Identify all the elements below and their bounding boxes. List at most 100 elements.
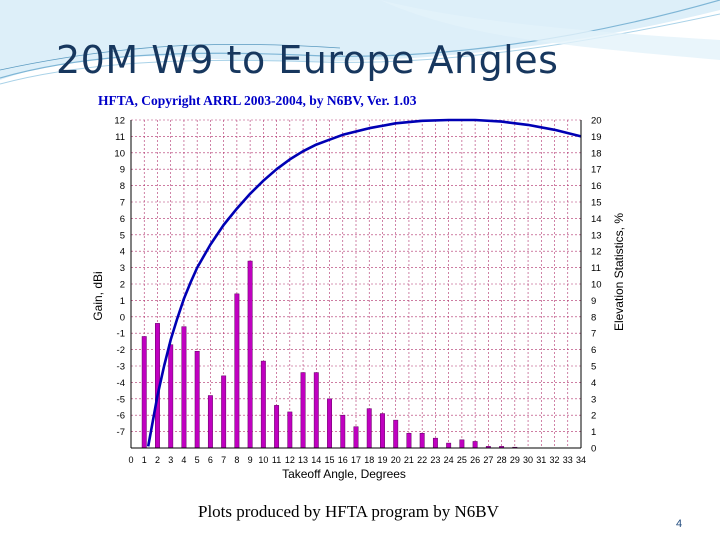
x-tick-label: 4	[181, 455, 186, 465]
y2-tick-label: 17	[591, 165, 602, 176]
y-tick-label: 7	[120, 198, 125, 209]
y-tick-label: -1	[117, 329, 125, 340]
elevation-bar	[380, 413, 385, 449]
x-tick-label: 22	[417, 455, 427, 465]
y-tick-label: -6	[117, 411, 125, 422]
elevation-bar	[313, 372, 319, 449]
y-tick-label: 8	[120, 181, 125, 192]
x-tick-label: 33	[563, 455, 573, 465]
x-tick-label: 1	[142, 455, 147, 465]
x-tick-label: 29	[510, 455, 520, 465]
elevation-bar	[234, 293, 240, 449]
x-tick-label: 27	[483, 455, 493, 465]
elevation-gain-chart: HFTA, Copyright ARRL 2003-2004, by N6BV,…	[91, 93, 626, 481]
x-tick-label: 21	[404, 455, 414, 465]
x-tick-label: 19	[377, 455, 387, 465]
x-tick-label: 2	[155, 455, 160, 465]
slide-title: 20M W9 to Europe Angles	[56, 38, 559, 82]
x-tick-label: 16	[338, 455, 348, 465]
y2-tick-label: 18	[591, 148, 602, 159]
y2-tick-label: 11	[591, 263, 601, 274]
y2-tick-label: 9	[591, 296, 596, 307]
x-tick-label: 11	[272, 455, 281, 465]
y-tick-label: 3	[120, 263, 125, 274]
elevation-bar	[274, 405, 280, 449]
y-axis-label: Gain, dBi	[91, 271, 105, 320]
y-tick-label: 10	[114, 148, 125, 159]
x-tick-label: 12	[285, 455, 295, 465]
chart-title: HFTA, Copyright ARRL 2003-2004, by N6BV,…	[98, 93, 417, 108]
x-tick-label: 9	[248, 455, 253, 465]
y2-tick-label: 15	[591, 198, 602, 209]
elevation-bar	[181, 326, 187, 449]
elevation-bar	[432, 437, 438, 449]
y2-tick-label: 4	[591, 378, 596, 389]
elevation-bar	[327, 398, 332, 449]
x-tick-label: 15	[325, 455, 335, 465]
elevation-bar	[168, 344, 174, 449]
gain-curve-line	[146, 118, 582, 447]
elevation-bar	[446, 442, 452, 449]
elevation-bar	[300, 372, 306, 449]
x-tick-label: 10	[258, 455, 268, 465]
y2-tick-label: 3	[591, 394, 596, 405]
y-tick-label: 12	[114, 116, 125, 127]
page-number: 4	[676, 518, 683, 530]
y2-tick-label: 2	[591, 411, 596, 422]
x-tick-label: 17	[351, 455, 361, 465]
x-tick-label: 25	[457, 455, 467, 465]
y2-tick-label: 13	[591, 230, 602, 241]
y-tick-label: -2	[117, 345, 125, 356]
y2-tick-label: 19	[591, 132, 602, 143]
y-tick-label: -5	[117, 394, 125, 405]
y-tick-label: 6	[120, 214, 125, 225]
elevation-bar	[419, 432, 425, 449]
x-tick-label: 18	[364, 455, 374, 465]
x-tick-label: 14	[311, 455, 321, 465]
x-axis-label: Takeoff Angle, Degrees	[282, 467, 406, 481]
elevation-bar	[340, 414, 346, 449]
y-tick-label: 9	[120, 165, 125, 176]
y2-tick-label: 7	[591, 329, 596, 340]
elevation-bar	[472, 441, 478, 449]
elevation-bar	[393, 419, 399, 449]
x-tick-label: 7	[221, 455, 226, 465]
x-tick-label: 6	[208, 455, 213, 465]
slide-caption: Plots produced by HFTA program by N6BV	[198, 502, 499, 521]
elevation-bar	[194, 350, 200, 449]
x-tick-label: 30	[523, 455, 533, 465]
elevation-bar	[353, 426, 359, 449]
x-tick-label: 24	[444, 455, 454, 465]
y-tick-label: 11	[115, 132, 125, 143]
y2-tick-label: 20	[591, 116, 602, 127]
y2-axis-label: Elevation Statistics, %	[612, 213, 626, 331]
x-tick-label: 5	[195, 455, 200, 465]
x-tick-label: 20	[391, 455, 401, 465]
elevation-bar	[406, 432, 412, 449]
y-tick-label: 4	[120, 247, 125, 258]
y-tick-label: -7	[117, 427, 125, 438]
y-tick-label: -4	[117, 378, 125, 389]
y-tick-label: 0	[120, 312, 125, 323]
x-tick-label: 3	[168, 455, 173, 465]
elevation-bar	[141, 336, 147, 449]
elevation-bar	[366, 408, 372, 449]
x-tick-label: 28	[497, 455, 507, 465]
y2-tick-label: 1	[591, 427, 596, 438]
x-tick-label: 32	[550, 455, 560, 465]
y2-tick-label: 8	[591, 312, 596, 323]
y2-tick-label: 14	[591, 214, 602, 225]
elevation-bar	[221, 375, 227, 449]
elevation-bar	[247, 260, 253, 449]
elevation-bar	[207, 395, 213, 449]
y-tick-label: -3	[117, 362, 125, 373]
y2-tick-label: 10	[591, 280, 602, 291]
y-tick-label: 5	[120, 230, 125, 241]
x-tick-label: 13	[298, 455, 308, 465]
elevation-bar	[459, 439, 465, 449]
x-tick-label: 8	[234, 455, 239, 465]
x-tick-label: 26	[470, 455, 480, 465]
elevation-bar	[287, 411, 293, 449]
y-tick-label: 1	[120, 296, 125, 307]
slide-header-decoration	[0, 0, 720, 85]
